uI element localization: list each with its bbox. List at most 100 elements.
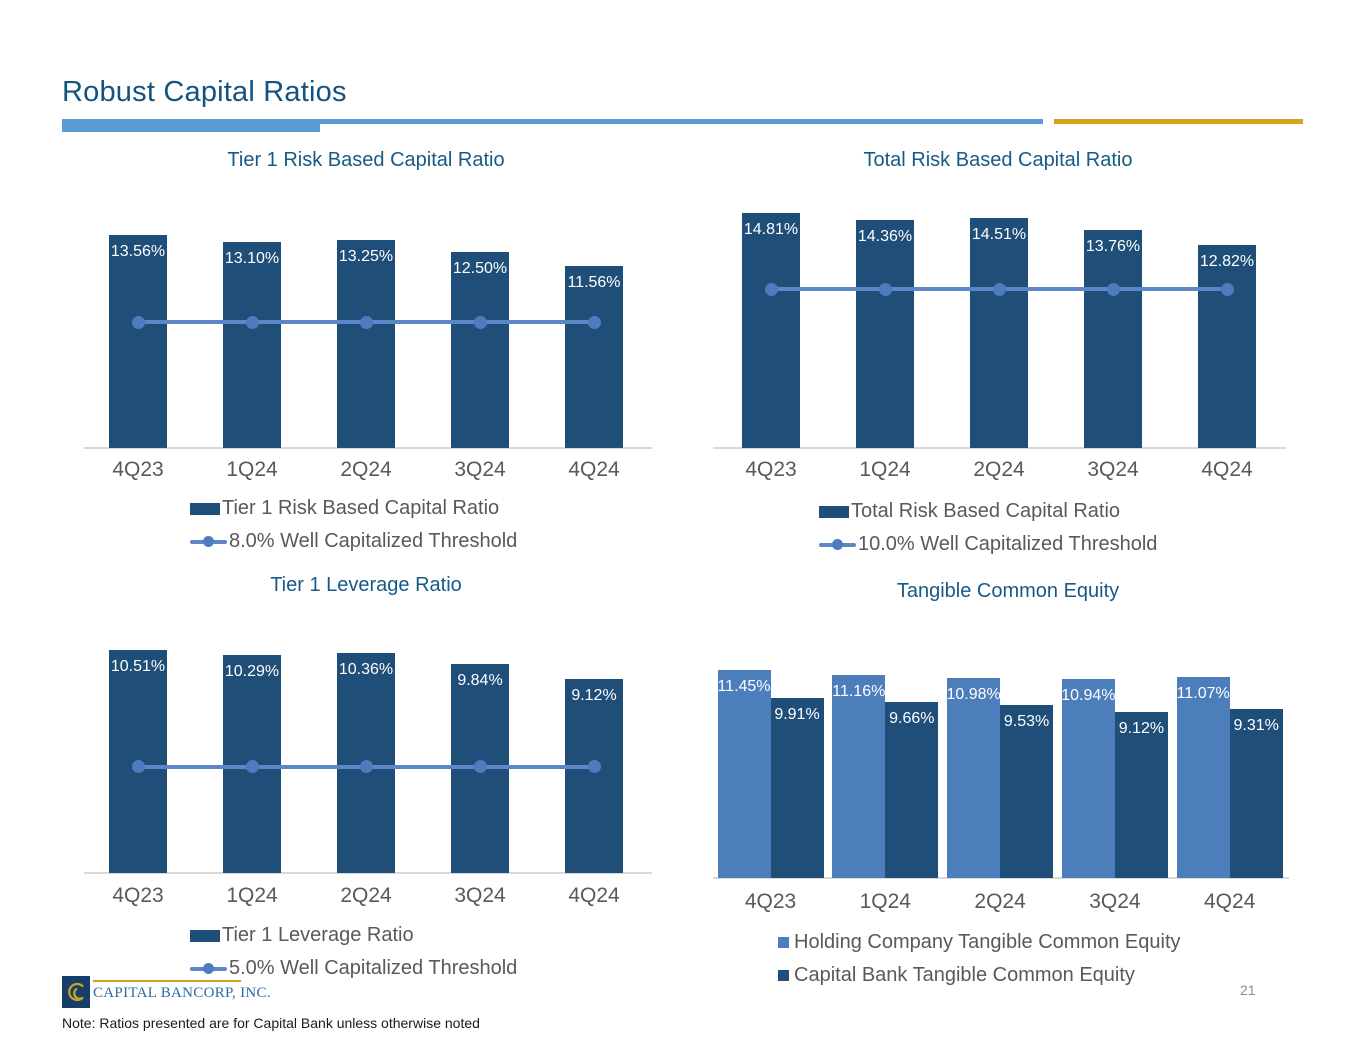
legend-line-swatch [819,538,856,551]
x-axis-label: 4Q24 [1204,890,1256,913]
bar-value-label: 9.53% [1003,712,1050,730]
legend-line-swatch [190,962,227,975]
legend-item: Capital Bank Tangible Common Equity [778,964,1135,987]
bar-value-label: 14.36% [857,228,913,246]
threshold-marker [131,760,145,774]
bar-value-label: 9.66% [889,710,935,728]
bar-value-label: 9.91% [774,705,820,723]
legend-label: Capital Bank Tangible Common Equity [794,964,1135,986]
bar-value-label: 9.12% [1118,720,1165,738]
bar [1229,708,1283,878]
x-axis [713,877,1289,879]
bar-value-label: 10.94% [1061,687,1116,705]
threshold-marker [764,282,778,296]
header-rule-thick-blue [62,119,320,132]
threshold-marker [473,760,487,774]
x-axis-label: 1Q24 [226,458,278,481]
bar [947,678,1001,878]
threshold-marker [473,315,487,329]
x-axis-label: 4Q23 [112,458,164,481]
bar-value-label: 14.81% [743,220,799,238]
legend-label: 8.0% Well Capitalized Threshold [229,530,518,552]
bar-value-label: 12.82% [1199,252,1255,270]
x-axis-label: 4Q24 [568,884,620,907]
bar-value-label: 13.56% [110,242,166,260]
threshold-marker [359,315,373,329]
x-axis-label: 4Q23 [745,458,797,481]
page-number: 21 [1240,982,1256,998]
threshold-marker [878,282,892,296]
header-rule-thin-blue [320,119,1043,124]
footnote: Note: Ratios presented are for Capital B… [62,1015,480,1031]
logo-gold-rule [93,980,241,982]
bar-value-label: 13.25% [338,247,394,265]
bar [717,669,771,878]
legend-item: 5.0% Well Capitalized Threshold [190,957,517,980]
bar-value-label: 13.10% [224,250,280,268]
logo-textbox: CAPITAL BANCORP, INC. [93,976,271,1002]
legend-line-swatch [190,535,227,548]
threshold-marker [1106,282,1120,296]
legend-bar-swatch [190,502,220,515]
bar [1114,712,1168,878]
bar [1198,244,1256,448]
x-axis-label: 3Q24 [1089,890,1141,913]
bar-value-label: 10.36% [338,661,394,679]
legend-item: Holding Company Tangible Common Equity [778,931,1181,954]
bar [565,679,623,873]
x-axis [84,447,652,449]
bar-value-label: 9.84% [457,672,503,690]
legend-label: 5.0% Well Capitalized Threshold [229,957,518,979]
bar [565,266,623,448]
logo-spiral-icon [62,976,90,1008]
bar [970,217,1028,448]
chart-title: Tier 1 Risk Based Capital Ratio [227,149,505,171]
bar [742,212,800,448]
legend-label: Total Risk Based Capital Ratio [851,500,1121,522]
legend-label: Holding Company Tangible Common Equity [794,931,1181,953]
x-axis-label: 1Q24 [226,884,278,907]
threshold-marker [245,760,259,774]
legend-item: Tier 1 Risk Based Capital Ratio [190,497,499,520]
threshold-marker [359,760,373,774]
legend-line-marker [203,536,214,547]
legend-item: 10.0% Well Capitalized Threshold [819,533,1157,556]
bar-value-label: 9.31% [1233,716,1279,734]
legend-bar-swatch [819,505,849,518]
x-axis-label: 1Q24 [859,458,911,481]
bar-value-label: 11.56% [567,274,621,292]
bar [1061,679,1115,878]
legend-square-swatch [778,937,789,948]
bar-value-label: 11.16% [832,683,886,701]
bar [1000,704,1054,878]
bar-value-label: 10.51% [110,657,166,675]
bar [1084,229,1142,448]
company-logo: CAPITAL BANCORP, INC. [62,976,271,1008]
x-axis-label: 3Q24 [454,458,506,481]
legend-item: Total Risk Based Capital Ratio [819,500,1120,523]
logo-text: CAPITAL BANCORP, INC. [93,985,271,1001]
bar [885,702,939,878]
threshold-marker [245,315,259,329]
legend-bar-swatch [190,929,220,942]
x-axis-label: 4Q24 [568,458,620,481]
legend-square-swatch [778,970,789,981]
legend-label: 10.0% Well Capitalized Threshold [858,533,1158,555]
bar [832,675,886,878]
bar-value-label: 12.50% [452,259,508,277]
legend-label: Tier 1 Leverage Ratio [222,924,414,946]
threshold-marker [587,760,601,774]
legend-line-marker [832,539,843,550]
bar-value-label: 10.98% [946,686,1001,704]
bar [109,234,167,448]
x-axis-label: 4Q23 [112,884,164,907]
x-axis-label: 2Q24 [340,884,392,907]
header-rule-gold [1054,119,1303,124]
bar-value-label: 14.51% [971,225,1027,243]
bar [1176,676,1230,878]
bar [770,697,824,878]
